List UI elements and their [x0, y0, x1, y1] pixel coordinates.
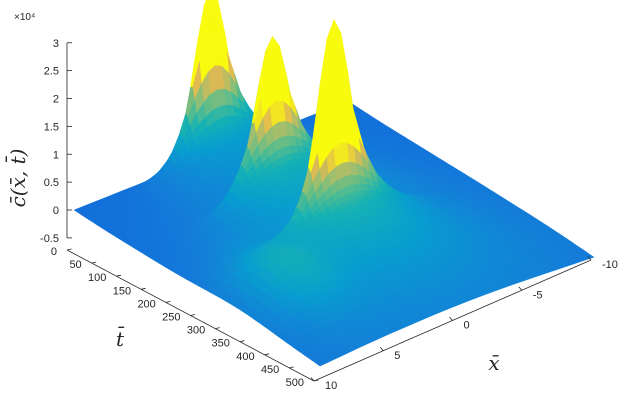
t-tick	[289, 366, 294, 369]
z-tick-label: -0.5	[40, 233, 59, 245]
t-tick-label: 150	[113, 285, 131, 297]
t-tick-label: 200	[137, 298, 155, 310]
t-tick-label: 450	[261, 364, 279, 376]
t-tick-label: 0	[51, 246, 57, 258]
t-tick	[91, 261, 97, 264]
z-tick-label: 0.5	[44, 177, 59, 189]
y-axis-label: t̄	[116, 326, 125, 351]
t-tick	[239, 340, 245, 343]
t-tick	[264, 353, 270, 356]
x-tick	[518, 286, 523, 291]
t-tick-label: 100	[88, 272, 106, 284]
z-tick-label: 3	[53, 38, 59, 50]
plot-axes: -0.500.511.522.5305010015020025030035040…	[40, 38, 618, 392]
t-tick	[116, 274, 121, 277]
z-tick-label: 1	[53, 149, 59, 161]
z-tick-label: 2.5	[44, 66, 59, 78]
t-tick	[215, 327, 220, 329]
x-tick	[310, 377, 315, 382]
x-tick	[587, 256, 592, 261]
t-tick-label: 400	[236, 351, 254, 363]
x-tick	[379, 346, 384, 352]
x-tick-label: 5	[394, 350, 400, 362]
surface-mesh	[73, 0, 595, 367]
t-tick-label: 250	[162, 312, 180, 324]
x-tick-label: 10	[325, 380, 337, 392]
x-tick-label: -10	[602, 259, 618, 271]
x-tick	[449, 316, 453, 321]
z-tick-label: 0	[53, 205, 59, 217]
x-axis-label: x̄	[488, 351, 499, 375]
t-tick-label: 50	[69, 259, 81, 271]
z-tick-label: 1.5	[44, 121, 59, 133]
t-tick-label: 500	[286, 377, 304, 389]
z-axis-label: c̄(x̄, t̄)	[5, 149, 30, 208]
surface-patch	[317, 361, 328, 367]
t-tick-label: 350	[212, 338, 230, 350]
x-tick-label: -5	[533, 289, 543, 301]
x-tick-label: 0	[464, 320, 470, 332]
t-tick	[66, 248, 72, 251]
t-tick	[165, 301, 171, 303]
z-exponent-label: ×10⁴	[14, 12, 35, 23]
z-tick-label: 2	[53, 94, 59, 106]
t-tick	[190, 314, 196, 316]
t-tick-label: 300	[187, 325, 205, 337]
t-tick	[141, 287, 146, 290]
